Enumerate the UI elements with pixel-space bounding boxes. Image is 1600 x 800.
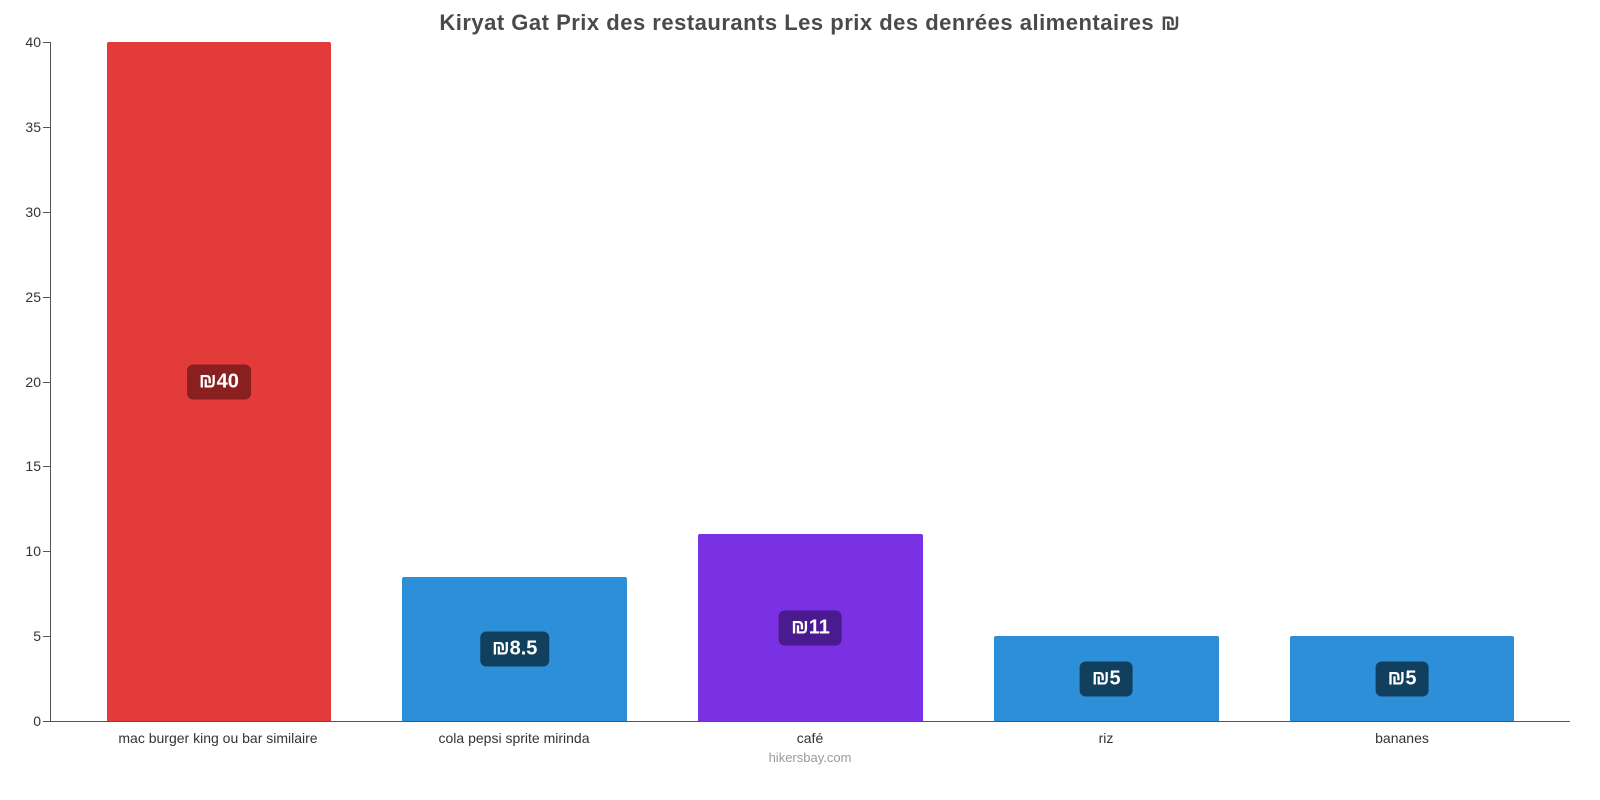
plot-area: ₪40₪8.5₪11₪5₪5 0510152025303540: [50, 42, 1570, 722]
bar-slot: ₪11: [663, 42, 959, 721]
x-axis-label: riz: [958, 730, 1254, 746]
chart-title: Kiryat Gat Prix des restaurants Les prix…: [50, 10, 1570, 36]
y-tick-label: 10: [25, 543, 51, 559]
y-tick-label: 25: [25, 289, 51, 305]
bar: ₪40: [107, 42, 332, 721]
bar: ₪11: [698, 534, 923, 721]
y-tick-label: 15: [25, 458, 51, 474]
value-badge: ₪5: [1376, 661, 1429, 696]
x-axis-label: cola pepsi sprite mirinda: [366, 730, 662, 746]
x-axis-labels: mac burger king ou bar similairecola pep…: [50, 722, 1570, 746]
bar-slot: ₪5: [958, 42, 1254, 721]
value-badge: ₪8.5: [480, 631, 549, 666]
bar: ₪5: [1290, 636, 1515, 721]
y-tick-label: 5: [33, 628, 51, 644]
y-tick-label: 35: [25, 119, 51, 135]
value-badge: ₪5: [1080, 661, 1133, 696]
y-tick-label: 30: [25, 204, 51, 220]
x-axis-label: mac burger king ou bar similaire: [70, 730, 366, 746]
price-bar-chart: Kiryat Gat Prix des restaurants Les prix…: [0, 0, 1600, 800]
value-badge: ₪11: [779, 610, 842, 645]
x-axis-label: café: [662, 730, 958, 746]
bars-container: ₪40 ₪8.5 ₪11 ₪5 ₪5: [51, 42, 1570, 721]
y-tick-label: 40: [25, 34, 51, 50]
bar-slot: ₪8.5: [367, 42, 663, 721]
y-tick-label: 0: [33, 713, 51, 729]
bar: ₪8.5: [402, 577, 627, 721]
value-badge: ₪40: [187, 364, 251, 399]
y-tick-label: 20: [25, 374, 51, 390]
bar-slot: ₪40: [71, 42, 367, 721]
x-axis-label: bananes: [1254, 730, 1550, 746]
chart-footer: hikersbay.com: [50, 750, 1570, 765]
bar-slot: ₪5: [1254, 42, 1550, 721]
bar: ₪5: [994, 636, 1219, 721]
